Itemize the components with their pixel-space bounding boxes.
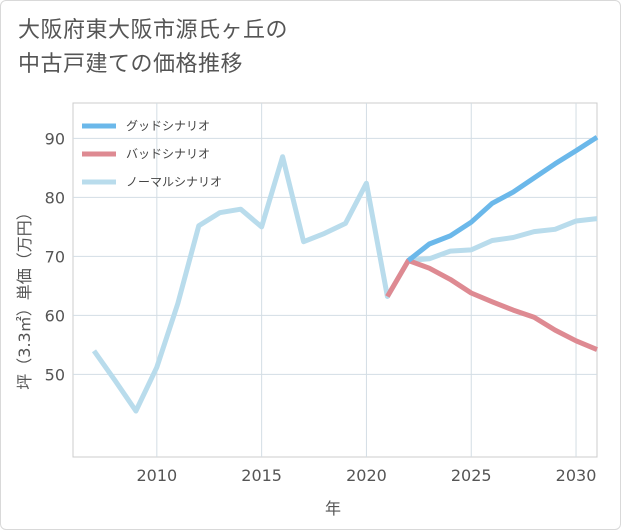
y-axis-title: 坪（3.3㎡）単価（万円）	[15, 204, 34, 389]
x-axis-ticks: 2010 2015 2020 2025 2030	[136, 466, 596, 485]
x-tick-label: 2015	[241, 466, 282, 485]
x-tick-label: 2025	[451, 466, 492, 485]
legend-label: バッドシナリオ	[126, 147, 210, 161]
x-axis-title: 年	[325, 499, 341, 518]
series-line-1	[385, 258, 598, 352]
y-axis-ticks: 50 60 70 80 90	[45, 129, 65, 384]
x-tick-label: 2010	[136, 466, 177, 485]
x-tick-label: 2030	[556, 466, 597, 485]
y-tick-label: 70	[45, 247, 65, 266]
chart-title-line-1: 大阪府東大阪市源氏ヶ丘の	[18, 18, 289, 43]
series-lines	[91, 135, 599, 414]
y-tick-label: 80	[45, 188, 65, 207]
chart-title-line-2: 中古戸建ての価格推移	[18, 52, 244, 77]
y-tick-label: 60	[45, 306, 65, 325]
y-tick-label: 90	[45, 129, 65, 148]
series-line-0	[406, 135, 599, 263]
grid-lines	[73, 103, 597, 457]
series-line-2	[91, 154, 598, 414]
legend-label: グッドシナリオ	[126, 119, 210, 133]
plot-area	[72, 102, 598, 458]
x-tick-label: 2020	[346, 466, 387, 485]
chart-title: 大阪府東大阪市源氏ヶ丘の 中古戸建ての価格推移	[18, 14, 288, 82]
legend-label: ノーマルシナリオ	[126, 175, 222, 189]
y-tick-label: 50	[45, 365, 65, 384]
